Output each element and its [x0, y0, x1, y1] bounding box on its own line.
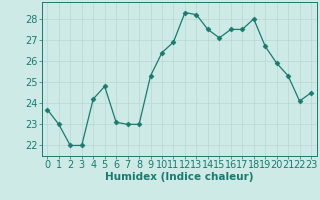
X-axis label: Humidex (Indice chaleur): Humidex (Indice chaleur) [105, 172, 253, 182]
